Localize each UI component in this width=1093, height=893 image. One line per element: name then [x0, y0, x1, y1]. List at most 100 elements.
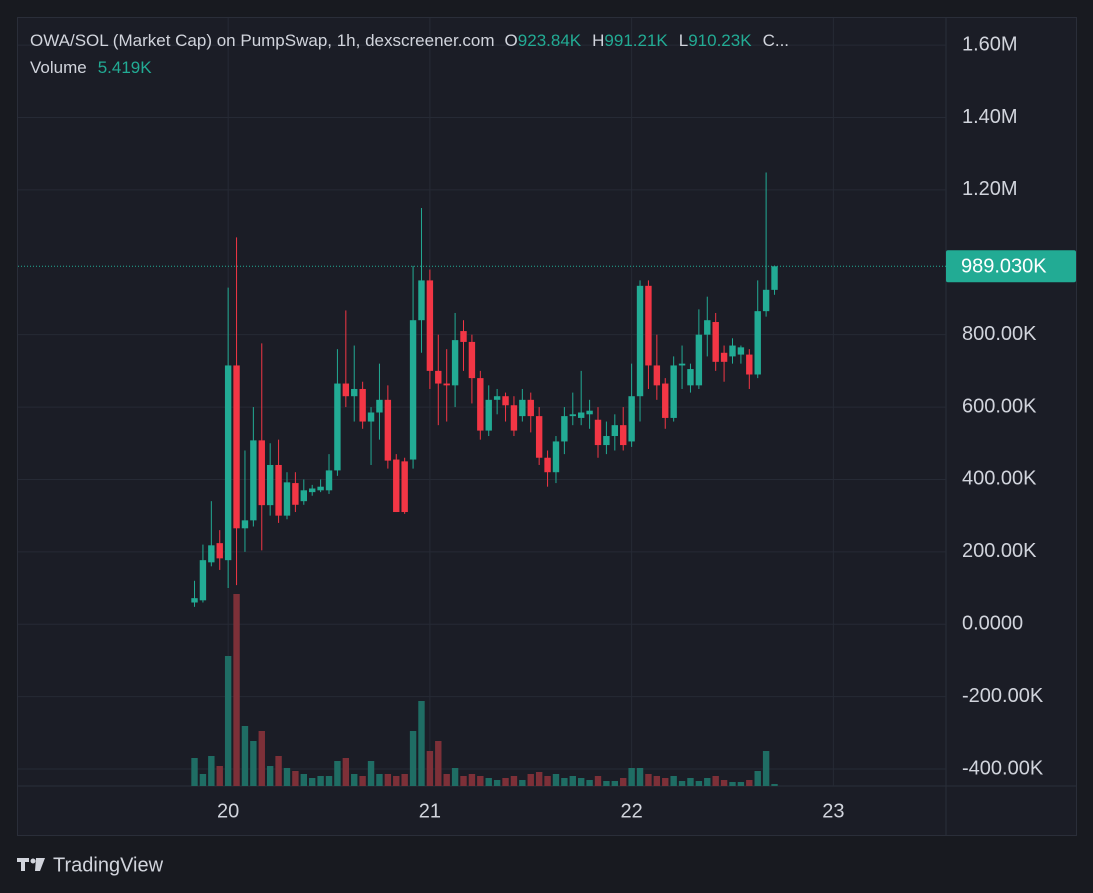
volume-bar	[569, 776, 576, 786]
candle-body	[510, 405, 518, 431]
candle-body	[233, 365, 240, 529]
candle-body	[216, 543, 223, 559]
chart-title: OWA/SOL (Market Cap) on PumpSwap, 1h, de…	[30, 31, 495, 50]
candle-body	[603, 436, 610, 446]
y-tick-label: -400.00K	[962, 757, 1044, 779]
brand-name: TradingView	[53, 854, 164, 876]
candle-body	[762, 289, 770, 312]
candles	[18, 172, 946, 607]
y-tick-label: 1.20M	[962, 178, 1018, 200]
candle-body	[283, 482, 291, 516]
candle-body	[636, 285, 644, 397]
y-tick-label: 0.0000	[962, 613, 1023, 635]
candle-body	[577, 412, 585, 418]
volume-bar	[309, 778, 316, 786]
candle-body	[266, 464, 274, 506]
candle-body	[426, 280, 434, 371]
volume-bar	[460, 776, 467, 786]
x-tick-label: 20	[217, 800, 239, 822]
volume-value: 5.419K	[98, 58, 153, 77]
last-price-badge	[946, 250, 1076, 283]
candle-body	[325, 470, 333, 491]
candle-body	[224, 365, 232, 561]
candle-body	[384, 399, 392, 461]
volume-bar	[292, 771, 299, 786]
candle-body	[687, 369, 694, 386]
volume-key: Volume	[30, 58, 87, 77]
candle-body	[552, 441, 560, 473]
volume-bar	[266, 766, 274, 786]
candle-body	[502, 396, 509, 406]
volume-bar	[493, 780, 501, 786]
volume-bar	[704, 778, 711, 786]
candle-body	[292, 483, 299, 505]
volume-bar	[636, 768, 644, 786]
y-tick-label: 1.40M	[962, 106, 1018, 128]
volume-bar	[393, 776, 400, 786]
candle-body	[359, 388, 366, 422]
volume-bar	[762, 751, 770, 786]
volume-bar	[628, 768, 635, 786]
candle-body	[535, 416, 543, 458]
y-tick-label: 1.60M	[962, 33, 1018, 55]
candle-body	[258, 440, 265, 506]
candle-body	[561, 416, 568, 442]
volume-bar	[670, 776, 677, 786]
candle-body	[712, 322, 719, 362]
volume-bar	[662, 778, 669, 786]
candle-body	[460, 331, 467, 342]
candle-body	[746, 354, 753, 375]
volume-bar	[603, 781, 610, 786]
candle-body	[309, 488, 316, 493]
y-tick-label: 200.00K	[962, 540, 1037, 562]
x-tick-label: 22	[620, 800, 642, 822]
candle-body	[300, 490, 307, 502]
open-key: O	[505, 31, 518, 50]
candle-body	[737, 347, 745, 355]
candle-body	[409, 320, 417, 460]
volume-bar	[342, 758, 350, 786]
volume-bar	[443, 774, 450, 786]
candle-body	[519, 399, 526, 417]
volume-bar	[451, 768, 459, 786]
volume-bar	[712, 776, 719, 786]
candle-body	[435, 370, 442, 384]
volume-bar	[409, 731, 417, 786]
volume-bar	[746, 780, 753, 786]
volume-bar	[519, 780, 526, 786]
x-tick-label: 21	[419, 800, 441, 822]
volume-bar	[695, 781, 703, 786]
volume-header: Volume 5.419K	[30, 58, 152, 77]
volume-bar	[208, 756, 215, 786]
logo-dot	[30, 858, 36, 864]
candle-body	[317, 486, 324, 491]
candle-body	[418, 280, 425, 321]
candle-body	[662, 383, 669, 418]
volume-bar	[401, 774, 408, 786]
volume-bar	[737, 782, 745, 786]
candle-body	[275, 464, 282, 516]
candle-body	[754, 311, 761, 375]
candle-body	[342, 383, 350, 397]
candle-body	[493, 396, 501, 400]
candle-body	[443, 383, 450, 386]
volume-bar	[552, 774, 560, 786]
volume-bar	[359, 776, 366, 786]
candle-body	[594, 419, 602, 446]
volume-bar	[250, 741, 257, 786]
volume-pane	[191, 594, 778, 786]
candle-body	[208, 545, 215, 563]
candle-body	[611, 425, 619, 437]
logo-stem	[21, 858, 25, 871]
candle-body	[670, 365, 677, 418]
candle-body	[628, 396, 635, 442]
volume-bar	[191, 758, 198, 786]
low-key: L	[679, 31, 688, 50]
y-tick-label: 400.00K	[962, 468, 1037, 490]
volume-bar	[258, 731, 265, 786]
volume-bar	[485, 778, 492, 786]
logo-slash	[35, 858, 45, 871]
volume-bar	[275, 756, 282, 786]
y-tick-label: 600.00K	[962, 395, 1037, 417]
candle-body	[620, 425, 627, 446]
